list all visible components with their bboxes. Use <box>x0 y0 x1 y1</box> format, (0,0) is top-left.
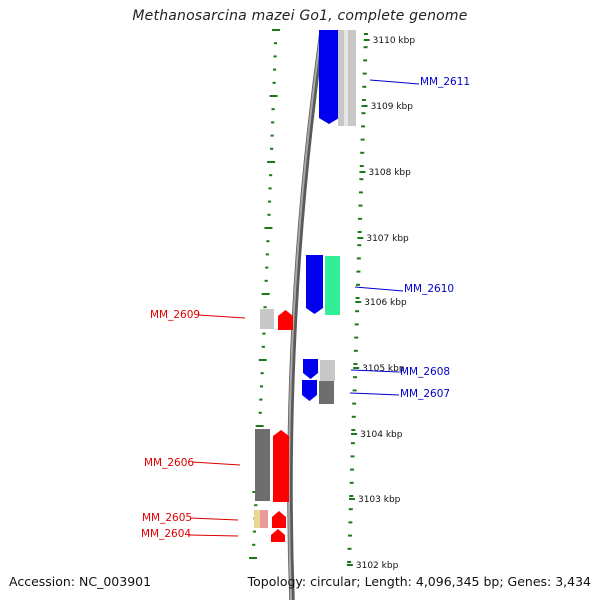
scale-label: 3109 kbp <box>371 102 414 112</box>
gene-leader-line <box>349 392 400 396</box>
gene-mm-2605-red <box>272 511 286 528</box>
gene-label: MM_2609 <box>150 309 200 321</box>
gene-leader-line <box>189 517 239 521</box>
accession-text: Accession: NC_003901 <box>9 574 152 589</box>
gene-leader-line <box>354 286 404 292</box>
gene-mm-2606-red <box>273 430 289 502</box>
gene-mm-2605-tan <box>254 510 260 528</box>
backbone-highlight <box>288 31 322 600</box>
gene-mm-2605-pink <box>260 510 268 528</box>
scale-label: 3103 kbp <box>358 495 401 505</box>
gene-shading <box>344 30 348 126</box>
gene-mm-2608-blue <box>303 359 318 379</box>
backbone-curve <box>287 31 325 600</box>
scale-label: 3107 kbp <box>366 234 409 244</box>
gene-leader-line <box>350 369 400 373</box>
gene-label: MM_2605 <box>142 512 192 524</box>
gene-leader-line <box>369 79 420 85</box>
gene-mm-2604-red <box>271 529 285 542</box>
scale-label: 3106 kbp <box>364 298 407 308</box>
gene-leader-line <box>197 314 246 319</box>
gene-labels: MM_2611 MM_2610 MM_2609 MM_2608 MM_2607 MM_26… <box>141 76 470 540</box>
scale-label: 3105 kbp <box>362 364 405 374</box>
gene-label: MM_2610 <box>404 283 454 295</box>
right-tick-track <box>347 33 368 563</box>
gene-features <box>254 30 356 542</box>
gene-label: MM_2604 <box>141 528 191 540</box>
scale-label: 3110 kbp <box>373 36 416 46</box>
gene-mm-2606-grey <box>255 429 270 501</box>
gene-mm-2611-blue <box>319 30 339 124</box>
scale-label: 3104 kbp <box>360 430 403 440</box>
gene-mm-2607-blue <box>302 380 317 401</box>
gene-label: MM_2607 <box>400 388 450 400</box>
gene-mm-2609-red <box>278 310 293 330</box>
gene-label: MM_2608 <box>400 366 450 378</box>
gene-label: MM_2606 <box>144 457 194 469</box>
genome-summary-text: Topology: circular; Length: 4,096,345 bp… <box>247 574 591 589</box>
gene-label: MM_2611 <box>420 76 470 88</box>
gene-leader-line <box>188 534 239 537</box>
gene-mm-2609-grey <box>260 309 274 329</box>
gene-mm-2610-blue <box>306 255 323 314</box>
map-title: Methanosarcina mazei Go1, complete genom… <box>132 8 468 24</box>
gene-mm-2610-teal <box>325 256 340 315</box>
scale-labels: 3110 kbp 3109 kbp 3108 kbp 3107 kbp 3106 kbp… <box>346 36 416 571</box>
genome-backbone <box>287 31 325 600</box>
gene-mm-2608-grey <box>320 360 335 381</box>
scale-label: 3108 kbp <box>368 168 411 178</box>
gene-mm-2607-grey <box>319 381 334 404</box>
gene-leader-line <box>191 461 241 466</box>
scale-label: 3102 kbp <box>356 561 399 571</box>
